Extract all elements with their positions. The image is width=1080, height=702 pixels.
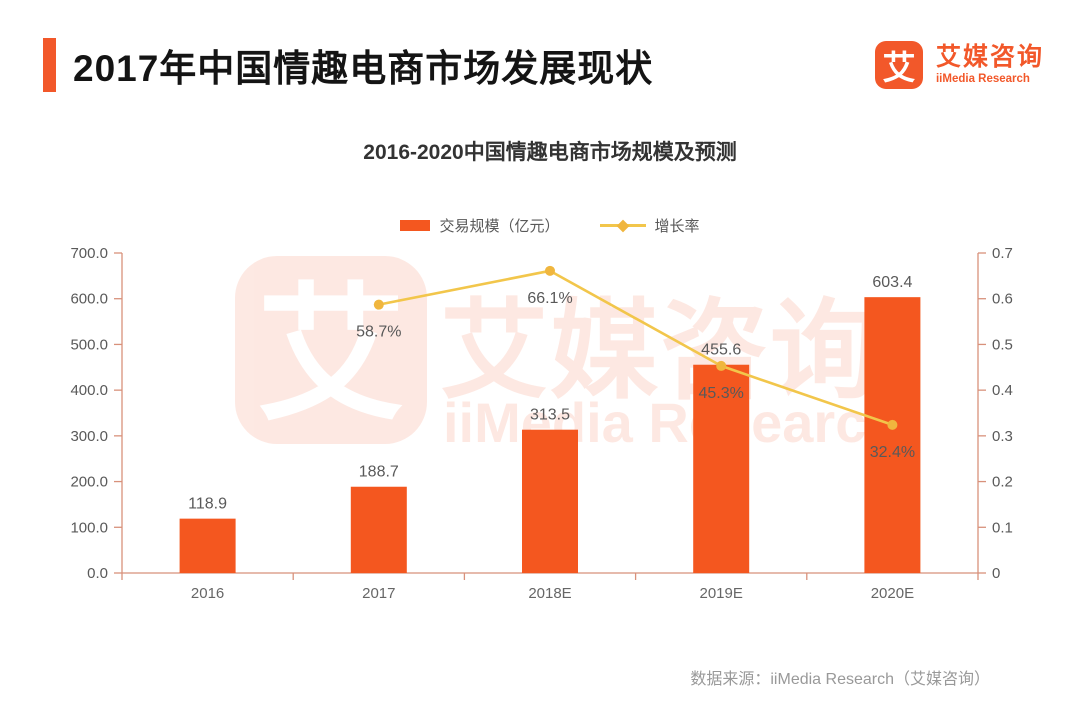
legend-label-line-series: 增长率: [654, 218, 700, 235]
right-axis-tick-label: 0.6: [992, 291, 1013, 308]
right-axis-tick-label: 0.5: [992, 336, 1013, 353]
chart-title: 2016-2020中国情趣电商市场规模及预测: [363, 141, 737, 164]
right-axis-tick-label: 0.7: [992, 245, 1013, 262]
right-axis-tick-label: 0: [992, 565, 1000, 582]
chart-canvas: 艾艾媒咨询iiMedia Research 0.0 100.0 200.0 300.0 4…: [70, 245, 1013, 602]
legend-label-bar-series: 交易规模（亿元）: [439, 218, 560, 235]
brand-logo-icon: 艾: [874, 41, 923, 89]
bar-value-label: 313.5: [530, 407, 570, 424]
left-axis-tick-label: 700.0: [70, 245, 108, 262]
bar-value-label: 118.9: [188, 496, 227, 513]
x-axis-category-label: 2018E: [528, 585, 571, 602]
chart-legend: 交易规模（亿元） 增长率: [122, 215, 978, 236]
bar-2017: [350, 486, 407, 573]
line-value-label: 58.7%: [356, 324, 401, 341]
line-value-label: 45.3%: [699, 385, 744, 402]
watermark-name-cn: 艾媒咨询: [440, 290, 880, 411]
brand-logo-text: 艾媒咨询 iiMedia Research: [935, 42, 1044, 86]
left-axis-tick-label: 200.0: [70, 474, 108, 491]
x-axis-category-label: 2016: [191, 585, 224, 602]
bar-2019E: [693, 364, 750, 573]
line-marker-2018E: [545, 265, 555, 276]
left-axis-tick-label: 100.0: [70, 519, 108, 536]
brand-logo: 艾 艾媒咨询 iiMedia Research: [874, 41, 1044, 89]
line-marker-2017: [373, 299, 384, 310]
left-axis-tick-label: 600.0: [70, 291, 108, 308]
footer: 数据来源：iiMedia Research（艾媒咨询）: [0, 665, 1080, 689]
left-axis-tick-label: 500.0: [70, 336, 108, 353]
line-marker-2020E: [887, 419, 898, 430]
page-title: 2017年中国情趣电商市场发展现状: [73, 48, 654, 89]
line-swatch-icon: [599, 219, 646, 232]
legend-item-line-series: 增长率: [599, 215, 700, 236]
brand-name-cn: 艾媒咨询: [935, 42, 1044, 71]
title-accent-bar: [43, 38, 56, 92]
bar-2020E: [864, 297, 921, 573]
right-axis-tick-label: 0.2: [992, 474, 1013, 491]
line-value-label: 32.4%: [870, 444, 915, 461]
line-marker-2019E: [716, 360, 727, 371]
left-axis-tick-label: 300.0: [70, 428, 108, 445]
bar-value-label: 603.4: [872, 274, 912, 291]
right-axis-tick-label: 0.1: [992, 519, 1013, 536]
right-axis-tick-label: 0.3: [992, 428, 1013, 445]
watermark: 艾艾媒咨询iiMedia Research: [235, 256, 901, 454]
chart-header: 2016-2020中国情趣电商市场规模及预测: [122, 138, 978, 168]
brand-logo-glyph: 艾: [882, 49, 916, 86]
bar-swatch-icon: [400, 220, 431, 231]
bar-value-label: 188.7: [359, 464, 399, 481]
brand-name-en: iiMedia Research: [935, 72, 1030, 85]
left-axis-tick-label: 400.0: [70, 382, 108, 399]
data-source: 数据来源：iiMedia Research（艾媒咨询）: [690, 671, 990, 688]
bar-value-label: 455.6: [701, 342, 741, 359]
bar-2016: [179, 518, 236, 573]
legend-item-bar-series: 交易规模（亿元）: [400, 215, 560, 236]
watermark-name-en: iiMedia Research: [443, 391, 901, 454]
bar-2018E: [522, 429, 578, 573]
x-axis-category-label: 2019E: [700, 585, 743, 602]
x-axis-category-label: 2017: [362, 585, 395, 602]
watermark-logo-glyph: 艾: [257, 273, 405, 438]
growth-rate-line: [377, 269, 894, 427]
right-axis-tick-label: 0.4: [992, 382, 1013, 399]
left-axis-tick-label: 0.0: [87, 565, 108, 582]
diamond-marker-icon: [616, 219, 629, 232]
header: 2017年中国情趣电商市场发展现状 艾 艾媒咨询 iiMedia Researc…: [0, 0, 1080, 92]
x-axis-category-label: 2020E: [871, 585, 914, 602]
line-value-label: 66.1%: [527, 290, 572, 307]
